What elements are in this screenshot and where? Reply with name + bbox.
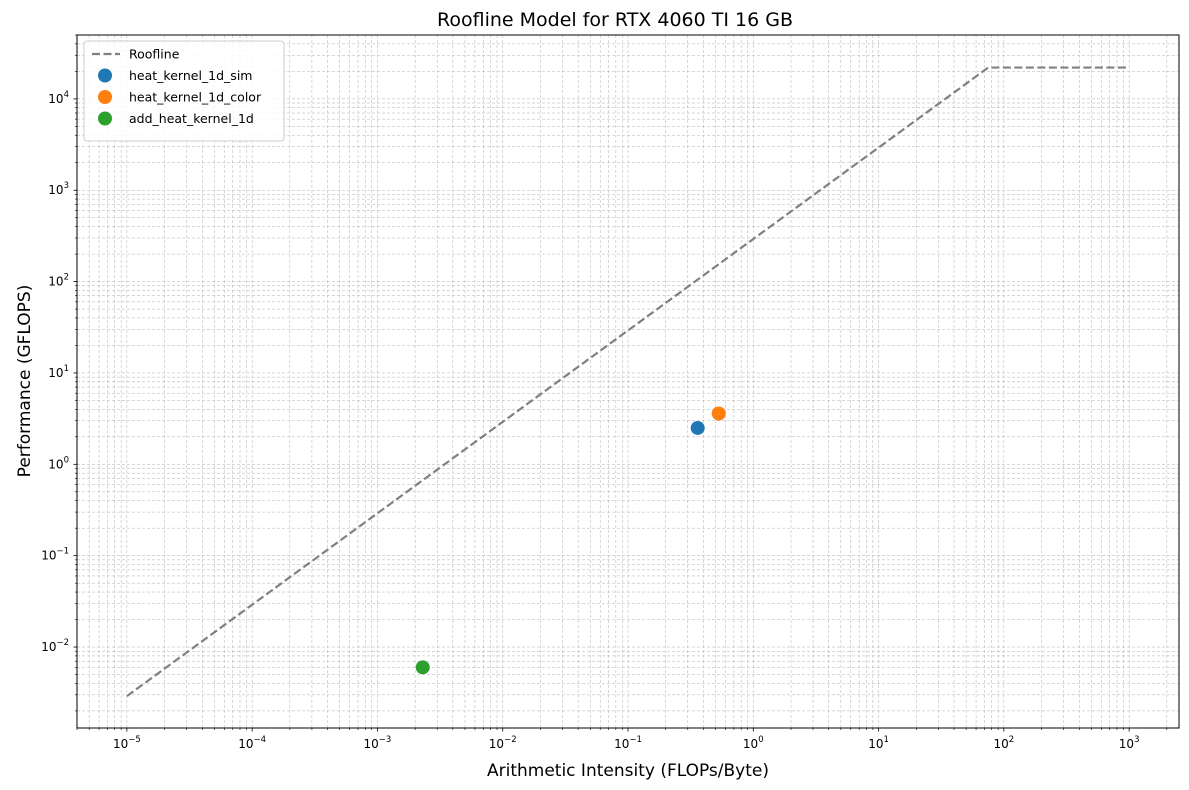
tick-layer: 10−5 10−4 10−3 10−2 10−1 100 101 102 103 10−2 10−1… [41,34,1168,751]
y-tick-label: 103 [48,181,69,197]
x-tick-label: 10−1 [614,735,642,751]
legend-swatch-add-heat-kernel-1d [98,111,112,126]
chart-title: Roofline Model for RTX 4060 TI 16 GB [437,9,793,31]
x-tick-label: 10−2 [489,735,517,751]
legend-label-add-heat-kernel-1d: add_heat_kernel_1d [129,111,254,126]
y-tick-label: 102 [48,273,69,289]
y-tick-label: 10−1 [41,547,69,563]
scatter-point-add-heat-kernel-1d [415,660,430,675]
legend-swatch-heat-kernel-1d-color [98,90,112,104]
x-tick-label: 10−5 [113,735,141,751]
x-axis-label: Arithmetic Intensity (FLOPs/Byte) [487,761,769,781]
y-tick-label: 104 [48,90,69,106]
x-tick-label: 100 [743,735,764,751]
legend-swatch-heat-kernel-1d-sim [98,68,112,83]
legend-label-heat-kernel-1d-color: heat_kernel_1d_color [129,90,262,105]
x-tick-label: 102 [994,735,1015,751]
legend: Roofline heat_kernel_1d_sim heat_kernel_1d… [83,40,285,142]
grid-layer [76,34,1179,728]
scatter-point-heat-kernel-1d-color [711,406,726,421]
y-tick-label: 100 [48,455,69,471]
legend-roofline-label: Roofline [129,47,180,62]
y-axis-label: Performance (GFLOPS) [15,285,35,478]
x-tick-label: 101 [868,735,889,751]
scatter-point-heat-kernel-1d-sim [690,420,705,435]
legend-box [83,40,285,142]
y-tick-label: 101 [48,364,69,380]
x-tick-label: 103 [1119,735,1140,751]
data-layer [126,66,1130,698]
legend-label-heat-kernel-1d-sim: heat_kernel_1d_sim [129,68,252,83]
y-tick-label: 10−2 [41,638,69,654]
x-tick-label: 10−3 [364,735,392,751]
x-tick-label: 10−4 [238,735,266,751]
